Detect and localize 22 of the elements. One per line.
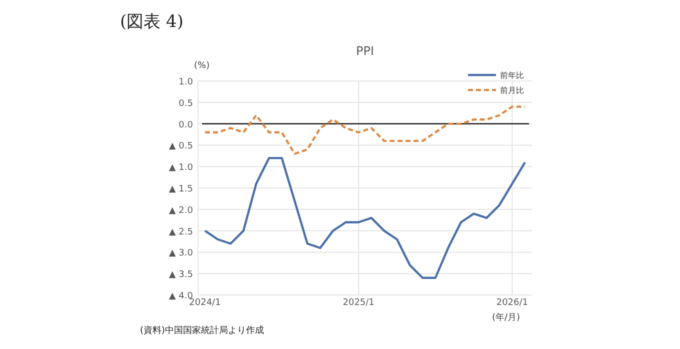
y-tick-label: ▲ 1.5 — [168, 184, 193, 194]
x-tick-label: 2026/1 — [496, 298, 528, 308]
text: (資料)中国国家統計局より作成 — [140, 325, 264, 336]
line-series — [204, 156, 526, 279]
y-tick-label: 0.5 — [178, 98, 193, 109]
chart-title: PPI — [356, 44, 374, 58]
y-tick-label: 1.0 — [178, 78, 194, 88]
y-tick-label: ▲ 2.0 — [168, 206, 194, 216]
text: (図表 4) — [120, 12, 184, 32]
x-axis-title: (年/月) — [492, 312, 520, 323]
y-tick-label: ▲ 1.0 — [168, 163, 194, 174]
y-tick-label: ▲ 2.5 — [168, 227, 193, 238]
legend-label: 前月比 — [500, 86, 524, 95]
legend-label: 前年比 — [500, 71, 524, 80]
x-tick-label: 2024/1 — [189, 298, 221, 308]
y-axis-title: (%) — [194, 61, 210, 71]
y-tick-label: ▲ 3.5 — [168, 270, 193, 280]
y-tick-label: ▲ 3.0 — [168, 248, 194, 259]
line-series — [204, 106, 526, 155]
y-tick-label: 0.0 — [178, 120, 194, 130]
x-tick-label: 2025/1 — [342, 298, 374, 308]
y-tick-label: ▲ 0.5 — [168, 142, 193, 152]
